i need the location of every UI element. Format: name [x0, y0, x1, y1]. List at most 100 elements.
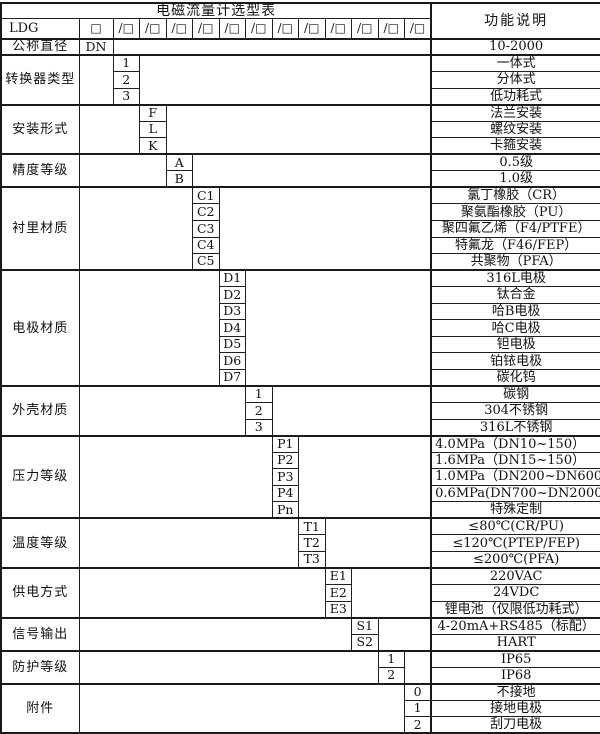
empty-cell: [78, 616, 352, 652]
code-cell: 1: [404, 699, 432, 718]
empty-cell: [218, 186, 432, 271]
table-row: 转换器类型 1 一体式: [0, 54, 600, 106]
category-label: 公称直径: [0, 37, 80, 56]
function-cell: 4.0MPa（DN10~150）: [430, 434, 600, 453]
table-row: C5 共聚物（PFA）: [1, 253, 600, 271]
code-cell: D6: [218, 352, 246, 370]
code-box-2: /□: [139, 18, 167, 39]
table-row: D2 钛合金: [1, 286, 600, 304]
function-cell: 220VAC: [430, 567, 600, 586]
function-cell: 刮刀电极: [430, 716, 600, 734]
category-label: 转换器类型: [0, 54, 80, 106]
table-row: 外壳材质 1 碳钢: [0, 384, 600, 437]
code-cell: 1: [245, 385, 273, 404]
code-cell: P3: [271, 468, 299, 486]
code-box-11: /□: [377, 18, 405, 39]
function-cell: 聚氨酯橡胶（PU）: [430, 203, 600, 222]
function-cell: ≤80℃(CR/PU): [430, 517, 600, 536]
function-cell: 316L电极: [430, 269, 600, 288]
category-label: 附件: [0, 682, 80, 734]
code-cell: P4: [271, 484, 299, 503]
table-row: 供电方式 E1 220VAC: [0, 567, 600, 619]
function-cell: HART: [430, 633, 600, 652]
code-cell: C5: [192, 253, 220, 271]
function-cell: IP65: [430, 649, 600, 668]
code-cell: 2: [245, 402, 273, 420]
code-box-main: □: [78, 18, 114, 39]
code-cell: T1: [298, 517, 326, 536]
function-cell: 哈C电极: [430, 319, 600, 337]
code-box-7: /□: [271, 18, 299, 39]
code-cell: 2: [112, 71, 140, 89]
function-cell: 0.6MPa(DN700~DN2000): [430, 484, 600, 503]
function-cell: IP68: [430, 666, 600, 685]
table-row: B 1.0级: [1, 170, 600, 188]
code-cell: C1: [192, 186, 220, 205]
function-cell: 铂铱电极: [430, 352, 600, 370]
function-cell: 低功耗式: [430, 87, 600, 106]
code-cell: D1: [218, 269, 246, 288]
function-cell: 碳钢: [430, 385, 600, 404]
code-box-10: /□: [351, 18, 379, 39]
code-cell: T2: [298, 534, 326, 552]
table-row: T3 ≤200℃(PFA): [1, 550, 600, 569]
code-cell: L: [139, 120, 167, 139]
empty-cell: [192, 153, 432, 188]
table-row: D6 铂铱电极: [1, 352, 600, 370]
table-row: D4 哈C电极: [1, 319, 600, 337]
empty-cell: [78, 269, 220, 387]
model-prefix-label: LDG: [0, 18, 80, 39]
code-box-12: /□: [404, 18, 432, 39]
table-row: 1 接地电极: [1, 699, 600, 718]
empty-cell: [78, 434, 273, 519]
code-box-1: /□: [112, 18, 140, 39]
empty-cell: [245, 269, 432, 387]
category-label: 安装形式: [0, 103, 80, 155]
function-cell: 哈B电极: [430, 302, 600, 321]
table-row: D3 哈B电极: [1, 302, 600, 321]
code-cell: E1: [324, 567, 352, 586]
table-row: 精度等级 A 0.5级: [0, 153, 600, 188]
code-cell: D2: [218, 286, 246, 304]
table-row: T2 ≤120℃(PTEP/FEP): [1, 534, 600, 552]
function-cell: 卡箍安装: [430, 137, 600, 155]
code-cell: DN: [78, 37, 114, 56]
table-row: Pn 特殊定制: [1, 501, 600, 519]
table-row: P4 0.6MPa(DN700~DN2000): [1, 484, 600, 503]
empty-cell: [377, 616, 432, 652]
code-box-9: /□: [324, 18, 352, 39]
code-cell: 3: [245, 418, 273, 437]
code-cell: 1: [377, 649, 405, 668]
table-row: 信号输出 S1 4-20mA+RS485（标配）: [0, 616, 600, 652]
table-row: 防护等级 1 IP65: [0, 649, 600, 685]
table-row: P2 1.6MPa（DN15~150）: [1, 451, 600, 470]
table-row: P3 1.0MPa（DN200~DN600）: [1, 468, 600, 486]
code-cell: Pn: [271, 501, 299, 519]
code-cell: 2: [377, 666, 405, 685]
function-cell: 不接地: [430, 682, 600, 701]
table-row: E2 24VDC: [1, 584, 600, 602]
category-label: 供电方式: [0, 567, 80, 619]
code-cell: C2: [192, 203, 220, 222]
empty-cell: [324, 517, 432, 569]
function-cell: 共聚物（PFA）: [430, 253, 600, 271]
category-label: 温度等级: [0, 517, 80, 569]
table-row: 3 低功耗式: [1, 87, 600, 106]
category-label: 信号输出: [0, 616, 80, 652]
table-row: 衬里材质 C1 氯丁橡胶（CR）: [0, 186, 600, 271]
category-label: 外壳材质: [0, 384, 80, 437]
table-row: 附件 0 不接地: [0, 682, 600, 734]
table-row: 公称直径 DN 10-2000: [0, 37, 600, 56]
function-cell: ≤200℃(PFA): [430, 550, 600, 569]
function-cell: 304不锈钢: [430, 402, 600, 420]
code-cell: 2: [404, 716, 432, 734]
code-box-5: /□: [218, 18, 246, 39]
empty-cell: [271, 384, 432, 437]
category-label: 压力等级: [0, 434, 80, 519]
code-cell: C3: [192, 220, 220, 238]
code-cell: 0: [404, 682, 432, 701]
empty-cell: [78, 186, 193, 271]
code-cell: D7: [218, 368, 246, 387]
code-cell: D5: [218, 335, 246, 354]
